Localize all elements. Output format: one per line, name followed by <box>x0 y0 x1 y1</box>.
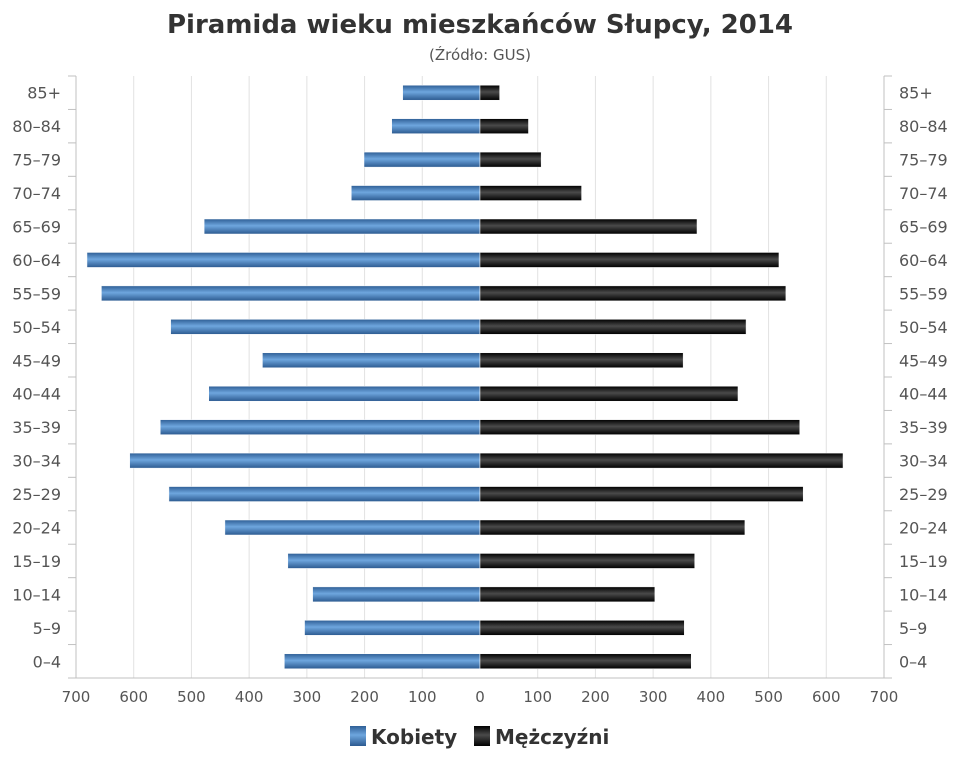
age-group-label-right: 80–84 <box>899 117 948 136</box>
bar-male <box>479 218 698 235</box>
x-tick-label: 300 <box>639 688 668 706</box>
bar-male <box>479 118 529 134</box>
bar-female <box>208 385 481 402</box>
age-group-label-right: 5–9 <box>899 619 927 638</box>
legend-item-male-swatch <box>474 726 490 746</box>
x-tick-label: 600 <box>812 688 841 706</box>
bar-female <box>363 151 481 168</box>
age-group-label-left: 45–49 <box>12 351 61 370</box>
x-tick-label: 100 <box>408 688 437 706</box>
age-group-label-left: 40–44 <box>12 385 61 404</box>
age-group-label-left: 55–59 <box>12 284 61 303</box>
age-group-label-right: 65–69 <box>899 218 948 237</box>
bar-male <box>479 151 542 168</box>
x-tick-label: 700 <box>870 688 899 706</box>
x-tick-label: 500 <box>177 688 206 706</box>
axes <box>68 75 892 679</box>
legend-item-male-label: Mężczyźni <box>495 725 609 749</box>
bar-male <box>479 385 739 402</box>
bar-male <box>479 84 500 101</box>
age-group-label-right: 60–64 <box>899 251 948 270</box>
bars <box>86 84 844 670</box>
x-tick-label: 200 <box>581 688 610 706</box>
x-tick-label: 100 <box>523 688 552 706</box>
x-tick-label: 500 <box>754 688 783 706</box>
age-group-label-right: 20–24 <box>899 519 948 538</box>
age-group-label-right: 0–4 <box>899 652 927 671</box>
bar-female <box>170 319 481 335</box>
legend-item-female-swatch <box>350 726 366 746</box>
bar-male <box>479 252 780 268</box>
x-tick-label: 0 <box>475 688 485 706</box>
legend-item-female-label: Kobiety <box>371 725 457 749</box>
bar-male <box>479 620 685 636</box>
x-tick-label: 200 <box>350 688 379 706</box>
age-group-label-right: 40–44 <box>899 385 948 404</box>
bar-female <box>203 218 481 235</box>
age-group-label-left: 5–9 <box>33 619 61 638</box>
bar-female <box>312 586 481 603</box>
x-tick-label: 600 <box>119 688 148 706</box>
bar-female <box>262 352 481 369</box>
bar-female <box>160 419 481 435</box>
age-group-label-left: 70–74 <box>12 184 61 203</box>
bar-male <box>479 319 747 335</box>
x-tick-label: 400 <box>697 688 726 706</box>
category-labels: 0–4 0–4 5–9 5–9 10–14 10–14 15–19 15–19 20–24 20–… <box>12 84 947 672</box>
age-group-label-left: 10–14 <box>12 585 61 604</box>
age-group-label-right: 15–19 <box>899 552 948 571</box>
x-tick-label: 300 <box>293 688 322 706</box>
bar-female <box>224 519 481 536</box>
bar-male <box>479 586 656 603</box>
age-group-label-left: 75–79 <box>12 151 61 170</box>
age-group-label-left: 35–39 <box>12 418 61 437</box>
bar-male <box>479 452 844 469</box>
bar-female <box>284 653 481 670</box>
chart-subtitle: (Źródło: GUS) <box>429 45 531 64</box>
age-group-label-right: 10–14 <box>899 585 948 604</box>
x-tick-label: 700 <box>62 688 91 706</box>
bar-female <box>351 185 481 201</box>
age-group-label-left: 50–54 <box>12 318 61 337</box>
age-group-label-left: 20–24 <box>12 519 61 538</box>
bar-male <box>479 419 800 435</box>
age-group-label-right: 25–29 <box>899 485 948 504</box>
bar-female <box>86 252 481 268</box>
age-group-label-left: 0–4 <box>33 652 61 671</box>
age-group-label-left: 80–84 <box>12 117 61 136</box>
bar-male <box>479 553 695 569</box>
age-group-label-left: 60–64 <box>12 251 61 270</box>
bar-male <box>479 653 692 670</box>
bar-male <box>479 486 804 502</box>
age-group-label-right: 50–54 <box>899 318 948 337</box>
age-group-label-right: 55–59 <box>899 284 948 303</box>
age-group-label-left: 25–29 <box>12 485 61 504</box>
bar-male <box>479 185 582 201</box>
bar-male <box>479 352 684 369</box>
bar-female <box>168 486 481 502</box>
age-group-label-right: 85+ <box>899 84 933 103</box>
age-group-label-right: 30–34 <box>899 452 948 471</box>
age-group-label-right: 70–74 <box>899 184 948 203</box>
age-group-label-left: 15–19 <box>12 552 61 571</box>
bar-female <box>304 620 481 636</box>
age-group-label-right: 75–79 <box>899 151 948 170</box>
age-group-label-right: 35–39 <box>899 418 948 437</box>
legend: Kobiety Mężczyźni <box>350 725 609 749</box>
x-tick-labels: 700 600 500 400 300 200 100 0 100 200 300 400 500 600… <box>62 688 899 706</box>
x-tick-label: 400 <box>235 688 264 706</box>
age-group-label-left: 30–34 <box>12 452 61 471</box>
bar-female <box>391 118 481 134</box>
bar-female <box>129 452 481 469</box>
bar-male <box>479 519 746 536</box>
bar-male <box>479 285 787 302</box>
age-group-label-left: 85+ <box>27 84 61 103</box>
chart-title: Piramida wieku mieszkańców Słupcy, 2014 <box>167 10 793 40</box>
bar-female <box>101 285 481 302</box>
age-group-label-right: 45–49 <box>899 351 948 370</box>
bar-female <box>402 84 481 101</box>
age-group-label-left: 65–69 <box>12 218 61 237</box>
bar-female <box>287 553 481 569</box>
